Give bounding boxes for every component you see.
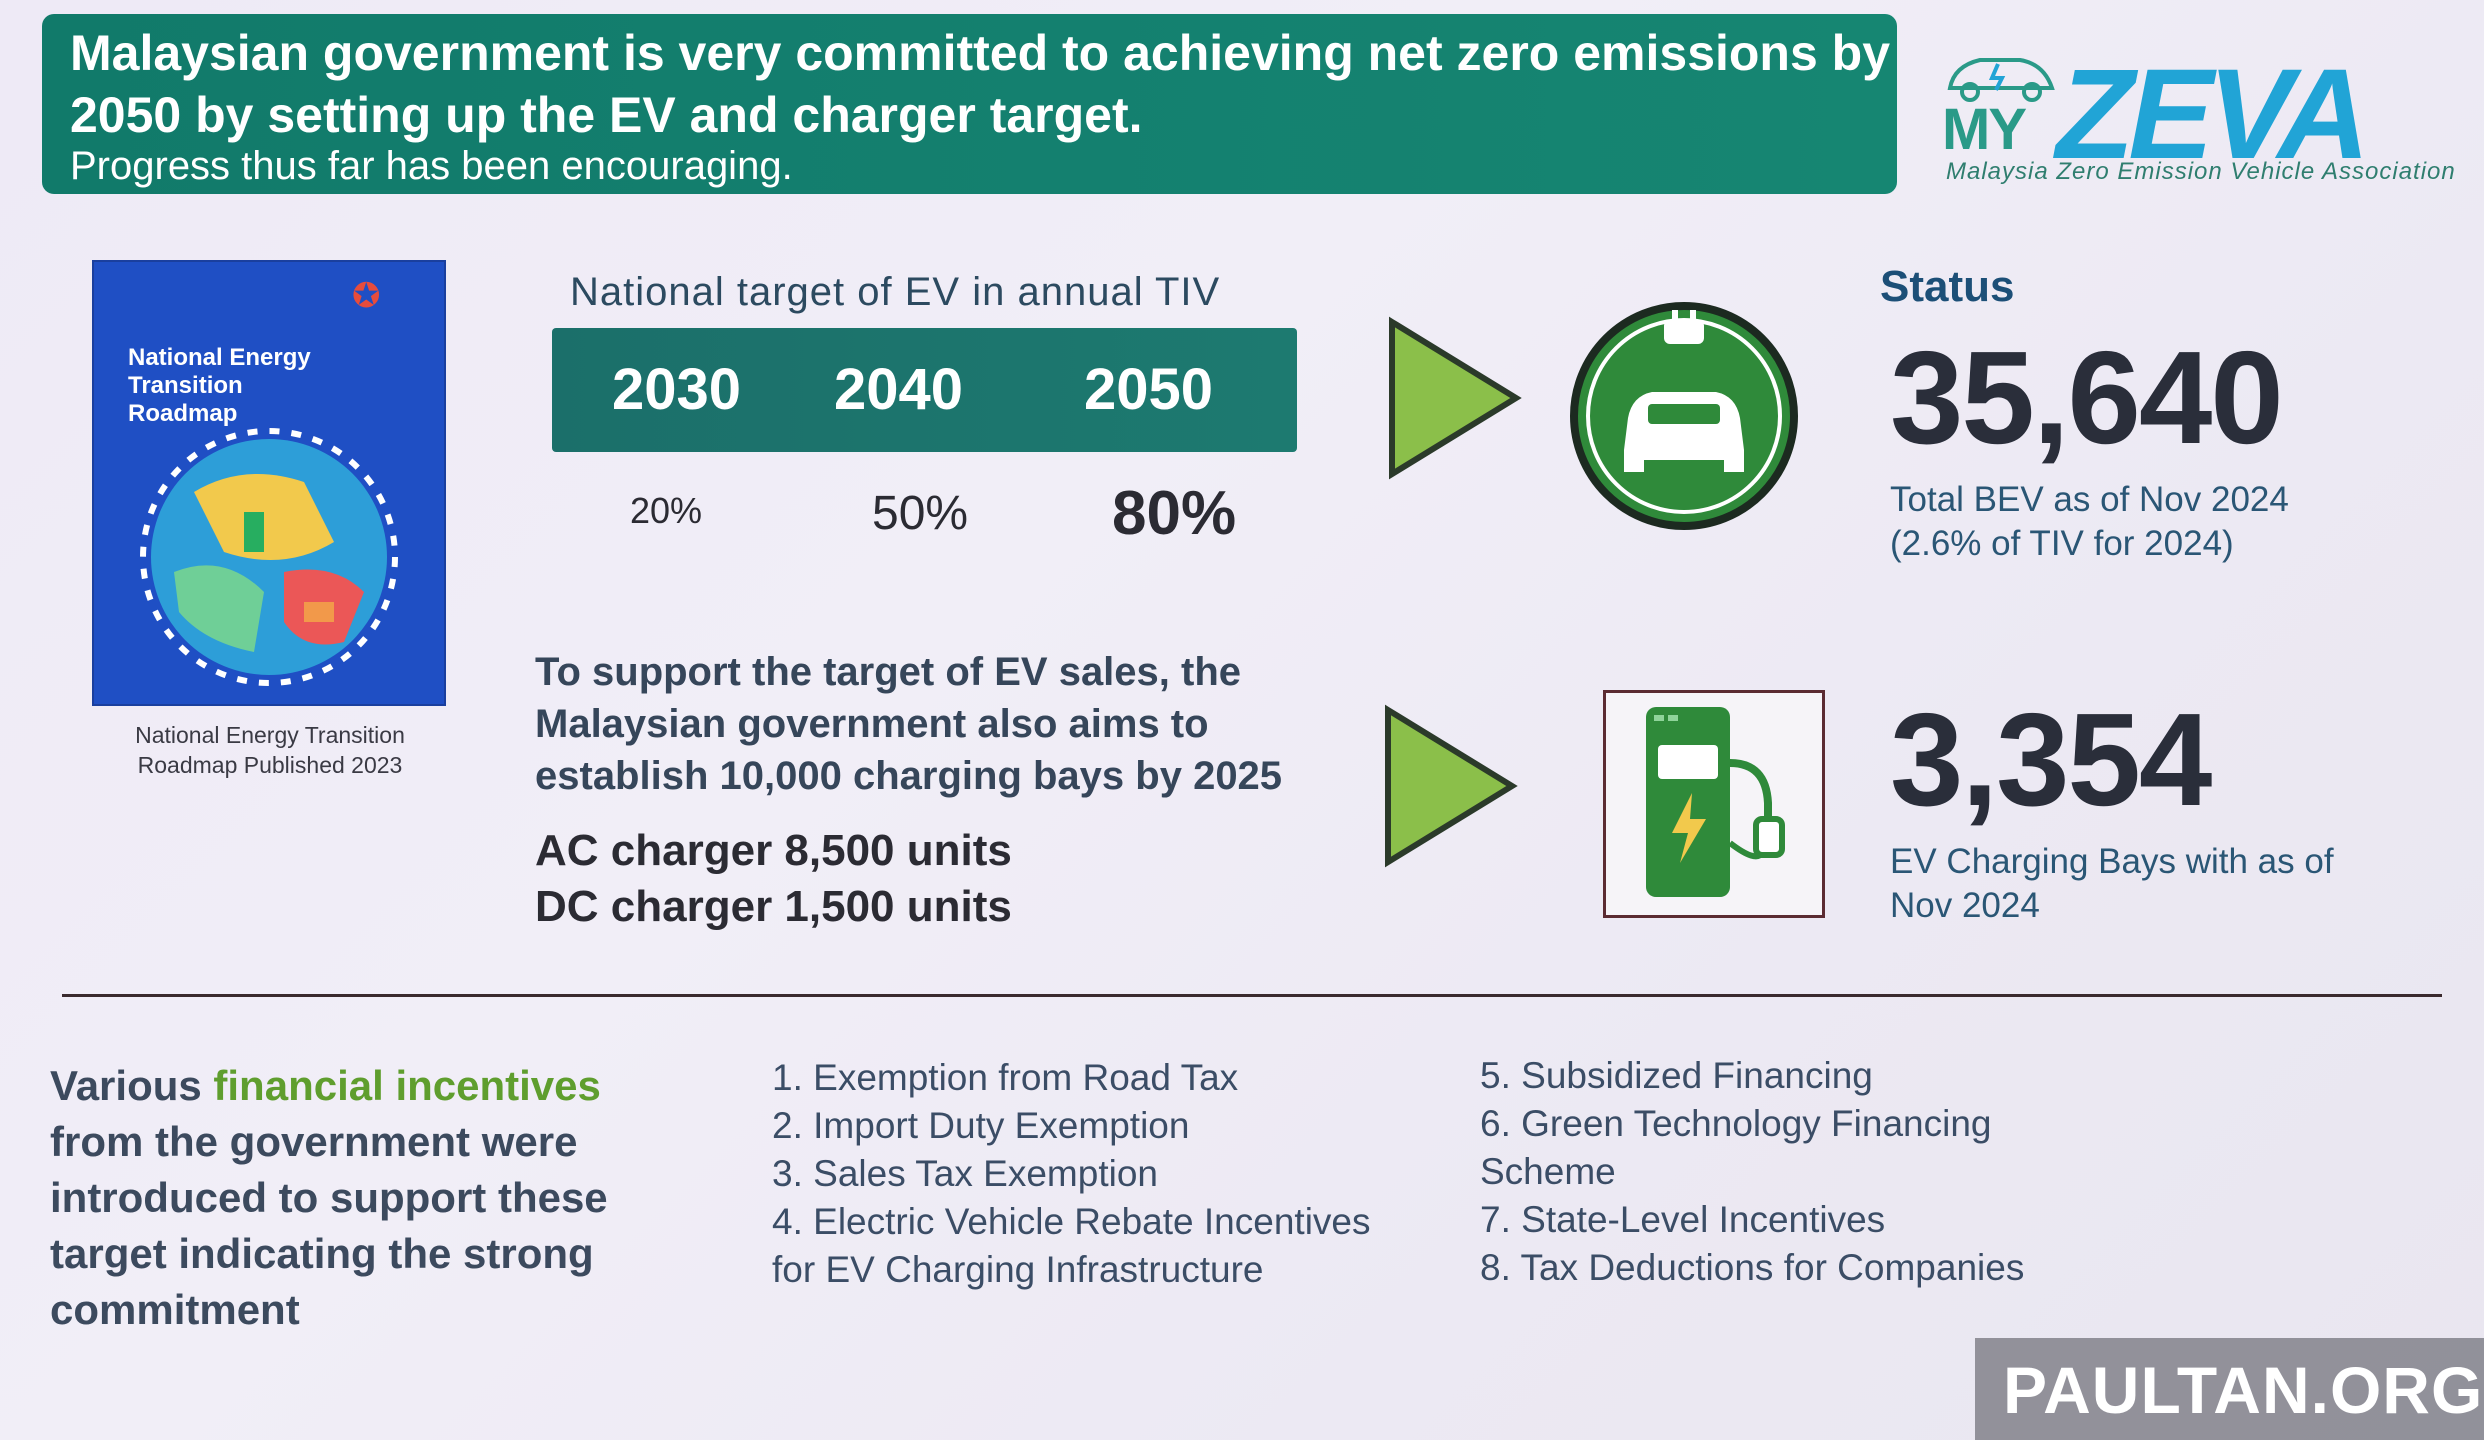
percent-2040: 50% [872, 487, 969, 540]
charging-bays-number: 3,354 [1890, 686, 2212, 833]
incentive-item: 7. State-Level Incentives [1480, 1199, 1886, 1240]
bays-note: EV Charging Bays with as of Nov 2024 [1890, 840, 2334, 928]
year-2050: 2050 [1084, 357, 1214, 422]
headline-subtitle: Progress thus far has been encouraging. [70, 144, 793, 188]
year-2040: 2040 [834, 357, 964, 422]
incentive-item: 1. Exemption from Road Tax [772, 1057, 1239, 1098]
incentive-item: 3. Sales Tax Exemption [772, 1153, 1158, 1194]
book-title: National Energy Transition Roadmap [128, 344, 311, 427]
bays-note-line-2: Nov 2024 [1890, 886, 2040, 925]
logo-zeva: ZEVA [2056, 43, 2370, 186]
crest-icon: ✪ [352, 277, 381, 315]
myzeva-logo: MY ZEVA Malaysia Zero Emission Vehicle A… [1940, 30, 2460, 190]
percent-2030: 20% [630, 490, 703, 531]
bev-note-line-2: (2.6% of TIV for 2024) [1890, 524, 2234, 563]
incentive-item: 6. Green Technology Financing [1480, 1103, 1992, 1144]
incentive-item: 8. Tax Deductions for Companies [1480, 1247, 2025, 1288]
support-line-3: establish 10,000 charging bays by 2025 [535, 754, 1283, 798]
watermark-text: PAULTAN.ORG [2003, 1353, 2484, 1427]
target-title: National target of EV in annual TIV [570, 270, 1221, 314]
bev-total-number: 35,640 [1890, 324, 2284, 471]
support-line-2: Malaysian government also aims to [535, 702, 1209, 746]
incentives-intro-post: from the government were introduced to s… [50, 1118, 608, 1333]
bays-note-line-1: EV Charging Bays with as of [1890, 842, 2334, 881]
incentives-list-left: 1. Exemption from Road Tax 2. Import Dut… [772, 1054, 1371, 1294]
incentive-item: for EV Charging Infrastructure [772, 1249, 1264, 1290]
incentives-intro-highlight: financial incentives [213, 1062, 601, 1109]
year-2030: 2030 [612, 357, 742, 422]
book-caption-line-1: National Energy Transition [135, 722, 405, 748]
charger-icon-box [1603, 690, 1825, 918]
arrow-right-icon [1385, 704, 1518, 868]
charging-station-icon [1646, 707, 1785, 897]
support-line-1: To support the target of EV sales, the [535, 650, 1242, 694]
bev-note-line-1: Total BEV as of Nov 2024 [1890, 480, 2289, 519]
incentives-list-right: 5. Subsidized Financing 6. Green Technol… [1480, 1052, 2024, 1292]
logo-subtitle: Malaysia Zero Emission Vehicle Associati… [1946, 158, 2456, 185]
logo-my: MY [1942, 97, 2027, 162]
status-label: Status [1880, 262, 2015, 311]
header-banner: Malaysian government is very committed t… [42, 14, 1897, 194]
roadmap-book-cover: ✪ National Energy Transition Roadmap [94, 262, 444, 704]
book-caption: National Energy Transition Roadmap Publi… [80, 720, 460, 780]
incentive-item: 2. Import Duty Exemption [772, 1105, 1190, 1146]
incentive-item: 4. Electric Vehicle Rebate Incentives [772, 1201, 1371, 1242]
percent-2050: 80% [1112, 479, 1237, 548]
ev-car-icon [1570, 302, 1798, 530]
bev-note: Total BEV as of Nov 2024 (2.6% of TIV fo… [1890, 478, 2289, 566]
headline-line-1: Malaysian government is very committed t… [70, 25, 1891, 81]
ac-charger-target: AC charger 8,500 units [535, 826, 1012, 875]
dc-charger-target: DC charger 1,500 units [535, 882, 1012, 931]
incentive-item: 5. Subsidized Financing [1480, 1055, 1873, 1096]
target-years-bar: 2030 2040 2050 [552, 328, 1297, 452]
headline-line-2: 2050 by setting up the EV and charger ta… [70, 87, 1143, 143]
incentives-intro-pre: Various [50, 1062, 214, 1109]
book-caption-line-2: Roadmap Published 2023 [137, 752, 403, 778]
watermark: PAULTAN.ORG [1975, 1338, 2484, 1440]
car-outline-icon [1947, 58, 2055, 102]
globe-illustration-icon [140, 428, 398, 686]
charging-support-text: To support the target of EV sales, the M… [535, 646, 1355, 802]
incentives-intro: Various financial incentives from the go… [50, 1058, 690, 1338]
arrow-right-icon [1389, 316, 1522, 480]
section-divider [62, 994, 2442, 997]
incentive-item: Scheme [1480, 1151, 1616, 1192]
